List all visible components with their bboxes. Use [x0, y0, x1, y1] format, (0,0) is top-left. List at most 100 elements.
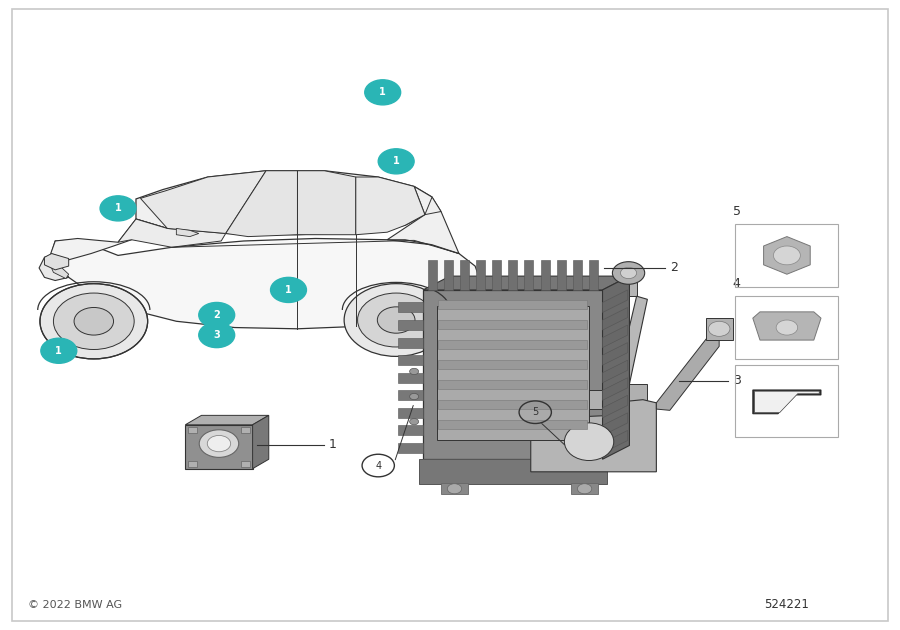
Polygon shape [616, 296, 647, 384]
Polygon shape [531, 399, 656, 472]
Polygon shape [763, 237, 810, 274]
Polygon shape [50, 261, 68, 278]
Circle shape [378, 149, 414, 174]
Polygon shape [387, 186, 459, 253]
Circle shape [410, 369, 418, 375]
Polygon shape [418, 459, 607, 484]
Bar [241, 461, 250, 467]
Polygon shape [39, 255, 68, 280]
Circle shape [100, 196, 136, 221]
Bar [188, 427, 197, 433]
Polygon shape [44, 253, 68, 270]
Polygon shape [444, 260, 453, 290]
Polygon shape [423, 276, 629, 290]
Text: 5: 5 [733, 205, 741, 218]
Polygon shape [602, 395, 627, 418]
Polygon shape [602, 276, 629, 459]
Polygon shape [438, 360, 588, 369]
Polygon shape [226, 171, 298, 237]
Polygon shape [136, 171, 432, 235]
Polygon shape [436, 306, 590, 440]
Polygon shape [438, 300, 588, 309]
Polygon shape [620, 282, 636, 296]
Polygon shape [438, 400, 588, 409]
Polygon shape [185, 425, 253, 469]
Text: 2: 2 [670, 261, 678, 275]
Circle shape [74, 307, 113, 335]
Text: 1: 1 [285, 285, 292, 295]
Polygon shape [438, 420, 588, 429]
Polygon shape [423, 290, 602, 459]
Polygon shape [602, 325, 627, 348]
Circle shape [776, 320, 797, 335]
Polygon shape [398, 302, 423, 312]
Polygon shape [602, 360, 627, 383]
Circle shape [377, 307, 415, 333]
Polygon shape [398, 390, 423, 400]
Polygon shape [398, 425, 423, 435]
Text: 1: 1 [56, 346, 62, 356]
Text: 1: 1 [328, 438, 337, 451]
Polygon shape [752, 390, 821, 414]
Polygon shape [118, 219, 226, 247]
Polygon shape [602, 343, 627, 365]
Polygon shape [425, 197, 441, 215]
Polygon shape [754, 391, 819, 413]
Polygon shape [140, 171, 266, 234]
Bar [241, 427, 250, 433]
Polygon shape [398, 355, 423, 365]
Text: 4: 4 [375, 461, 382, 471]
Text: 2: 2 [213, 310, 220, 320]
Polygon shape [460, 260, 469, 290]
Circle shape [708, 321, 730, 336]
Bar [735, 296, 839, 359]
Polygon shape [398, 320, 423, 330]
Polygon shape [573, 260, 582, 290]
Polygon shape [438, 381, 588, 389]
Bar [188, 461, 197, 467]
Text: 1: 1 [392, 156, 400, 166]
Text: 3: 3 [733, 374, 741, 387]
Circle shape [773, 246, 800, 265]
Polygon shape [398, 443, 423, 453]
Polygon shape [567, 384, 647, 409]
Text: 1: 1 [379, 88, 386, 98]
Polygon shape [602, 307, 627, 330]
Circle shape [40, 284, 148, 359]
Ellipse shape [564, 423, 614, 461]
Polygon shape [438, 340, 588, 349]
Polygon shape [572, 483, 598, 494]
Polygon shape [253, 415, 269, 469]
Polygon shape [706, 318, 733, 340]
Bar [735, 365, 839, 437]
Circle shape [357, 293, 435, 347]
Polygon shape [476, 260, 485, 290]
Circle shape [612, 261, 644, 284]
Polygon shape [602, 413, 627, 435]
Text: 3: 3 [213, 330, 220, 340]
Polygon shape [602, 430, 627, 453]
Polygon shape [50, 239, 482, 329]
Circle shape [199, 323, 235, 348]
Circle shape [364, 80, 400, 105]
Polygon shape [438, 320, 588, 329]
Circle shape [207, 435, 230, 452]
Polygon shape [492, 260, 501, 290]
Text: 5: 5 [532, 407, 538, 417]
Polygon shape [508, 260, 518, 290]
Polygon shape [656, 334, 719, 410]
Polygon shape [541, 260, 550, 290]
Polygon shape [441, 483, 468, 494]
Polygon shape [50, 219, 167, 260]
Polygon shape [752, 312, 821, 340]
Circle shape [344, 284, 448, 357]
Polygon shape [557, 260, 566, 290]
Polygon shape [428, 260, 436, 290]
Circle shape [620, 267, 636, 278]
Polygon shape [602, 378, 627, 400]
Polygon shape [176, 229, 199, 237]
Text: © 2022 BMW AG: © 2022 BMW AG [28, 600, 122, 610]
Polygon shape [525, 260, 534, 290]
Circle shape [53, 293, 134, 350]
Polygon shape [398, 373, 423, 383]
